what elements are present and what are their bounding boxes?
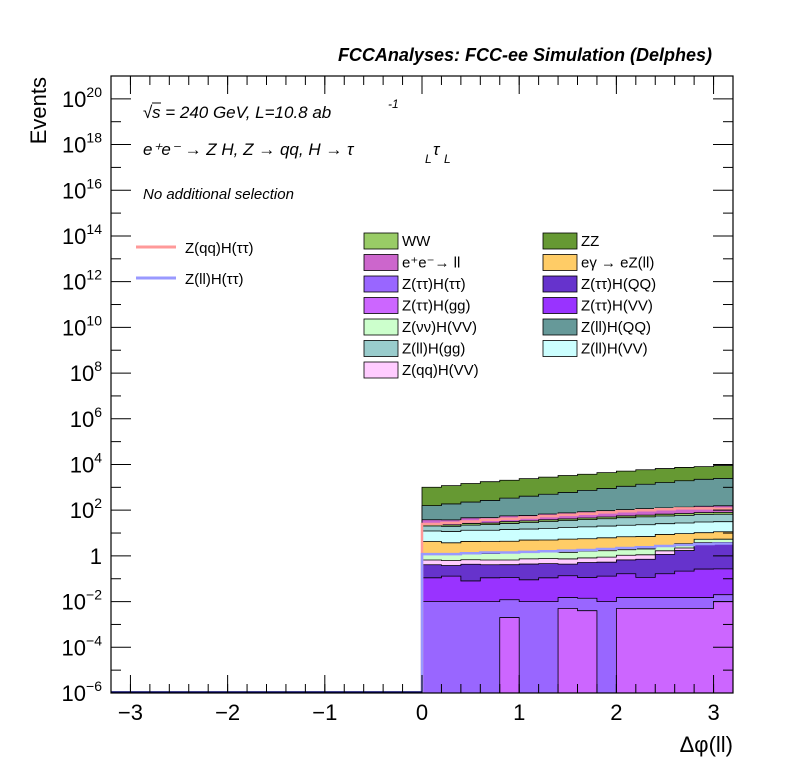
legend-fill-swatch	[363, 361, 399, 379]
legend-entry-label: ZZ	[581, 233, 599, 250]
x-tick-label: −1	[312, 700, 337, 725]
legend-entry-label: Z(ll)H(gg)	[402, 341, 465, 358]
legend-entry-label: Z(ll)H(VV)	[581, 341, 648, 358]
y-axis-title: Events	[26, 77, 51, 144]
y-tick-label: 1016	[62, 175, 102, 203]
legend-fill-swatch	[363, 340, 399, 357]
x-tick-label: 0	[416, 700, 428, 725]
legend-fill-swatch	[363, 318, 399, 336]
y-tick-label: 1018	[62, 130, 102, 158]
legend-entry-label: Z(νν)H(VV)	[402, 319, 477, 336]
legend-fill-swatch	[542, 340, 578, 357]
stacked-histograms	[421, 465, 734, 694]
axis-ticks: −3 −2 −1 0 1 2 3 10−6 10−4 10−2 1 102 104 106 108 1010 1…	[62, 75, 733, 725]
y-tick-label: 1010	[62, 312, 102, 340]
y-tick-label: 106	[70, 404, 102, 432]
legend-fill-swatch	[542, 318, 578, 336]
legend-fill-swatch	[542, 275, 578, 293]
legend-fill-swatch	[363, 275, 399, 293]
y-tick-label: 1	[90, 544, 102, 569]
process-tau-2: τ	[433, 140, 441, 159]
x-axis-title: Δφ(ll)	[680, 732, 733, 757]
process-sub-2: L	[444, 152, 451, 166]
process-sub-1: L	[425, 152, 432, 166]
legend-fill-swatch	[363, 254, 399, 271]
legend-fill-swatch	[542, 297, 578, 314]
y-tick-label: 10−4	[62, 632, 103, 660]
y-tick-label: 1020	[62, 84, 102, 112]
legend-fill-swatch	[363, 232, 399, 250]
energy-annotation-sup: -1	[388, 97, 399, 111]
line-z-qq-h	[420, 507, 733, 693]
legend-fill-swatch	[363, 297, 399, 314]
legend-fill-swatch	[542, 254, 578, 271]
y-tick-label: 10−6	[62, 678, 103, 706]
y-tick-label: 10−2	[62, 587, 103, 615]
y-tick-label: 102	[70, 495, 102, 523]
legend: Z(qq)H(ττ) Z(ll)H(ττ) WW e⁺e⁻→ ll Z(ττ)H(ττ)…	[136, 232, 656, 379]
legend-entry-label: WW	[402, 233, 431, 250]
x-tick-label: 2	[610, 700, 622, 725]
legend-fill-swatch	[542, 232, 578, 250]
legend-entry-label: Z(ττ)H(VV)	[581, 298, 653, 315]
legend-entry-label: Z(ll)H(ττ)	[185, 271, 244, 288]
y-tick-label: 108	[70, 358, 102, 386]
legend-entry-label: eγ → eZ(ll)	[581, 255, 654, 272]
x-tick-label: −3	[118, 700, 143, 725]
energy-annotation: s = 240 GeV, L=10.8 ab	[152, 103, 331, 122]
legend-entry-label: Z(qq)H(VV)	[402, 362, 479, 379]
chart-title: FCCAnalyses: FCC-ee Simulation (Delphes)	[338, 45, 712, 65]
process-annotation: e⁺e⁻ → Z H, Z → qq, H → τ	[143, 140, 355, 159]
annotations: √ s = 240 GeV, L=10.8 ab -1 e⁺e⁻ → Z H, …	[143, 97, 451, 203]
legend-entry-label: Z(qq)H(ττ)	[185, 240, 254, 257]
line-z-ll-h	[420, 542, 733, 693]
legend-entry-label: e⁺e⁻→ ll	[402, 255, 460, 272]
legend-entry-label: Z(ll)H(QQ)	[581, 319, 651, 336]
stack-z-h-gg	[422, 601, 734, 694]
y-tick-label: 104	[70, 449, 102, 477]
sqrt-symbol: √	[143, 103, 153, 122]
selection-annotation: No additional selection	[143, 186, 294, 203]
x-tick-label: −2	[215, 700, 240, 725]
legend-entry-label: Z(ττ)H(gg)	[402, 298, 471, 315]
y-tick-label: 1012	[62, 267, 102, 295]
y-tick-label: 1014	[62, 221, 102, 249]
legend-entry-label: Z(ττ)H(QQ)	[581, 276, 656, 293]
x-tick-label: 1	[513, 700, 525, 725]
x-tick-label: 3	[707, 700, 719, 725]
legend-entry-label: Z(ττ)H(ττ)	[402, 276, 466, 293]
